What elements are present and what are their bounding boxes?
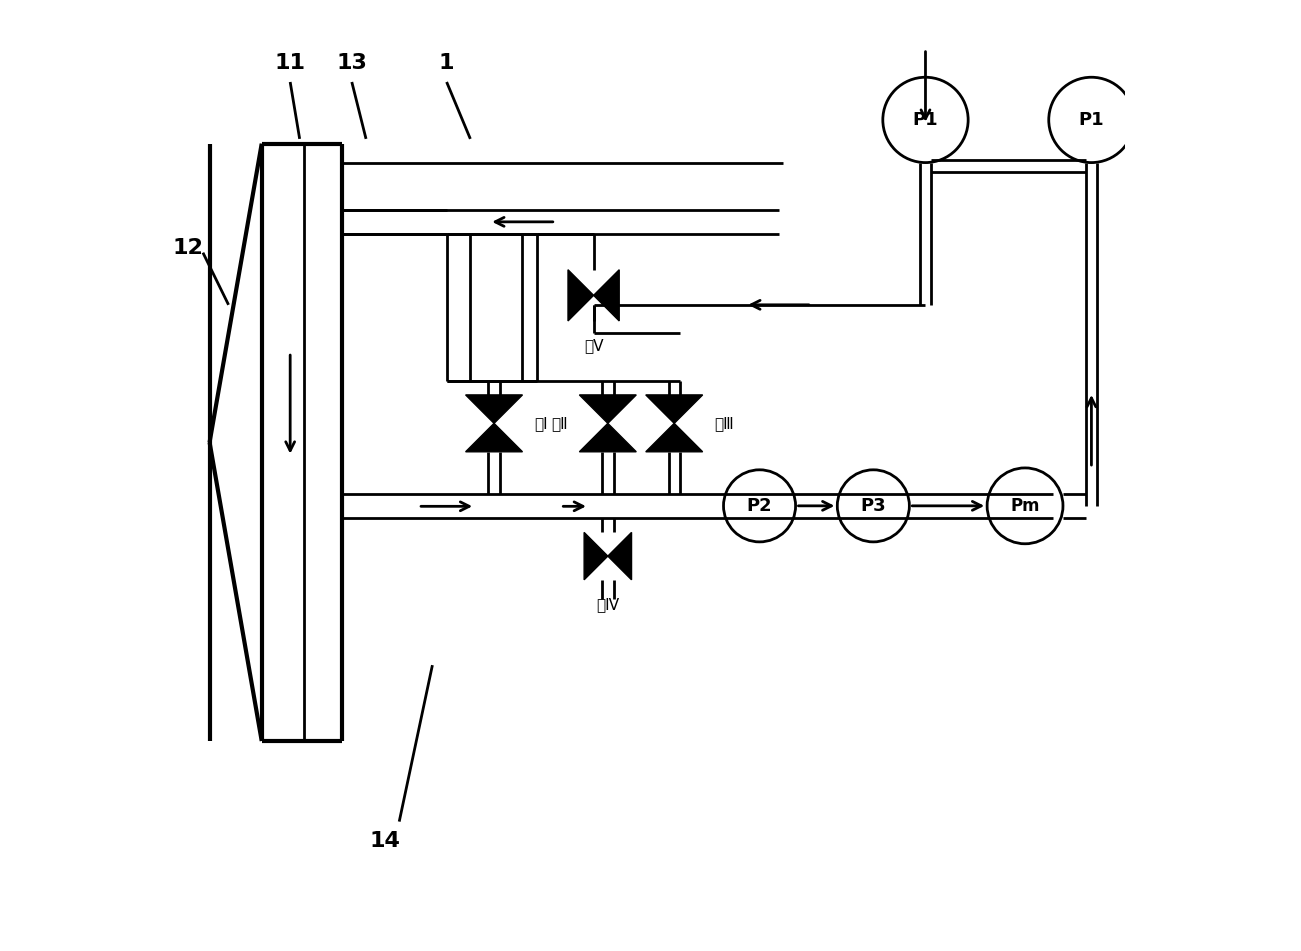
Polygon shape [645, 395, 703, 423]
Text: 12: 12 [172, 238, 203, 258]
Polygon shape [579, 395, 636, 423]
Text: 13: 13 [337, 53, 367, 73]
Polygon shape [608, 533, 631, 580]
Polygon shape [466, 395, 523, 423]
Text: Pm: Pm [1011, 496, 1039, 514]
Text: 阀Ⅱ: 阀Ⅱ [552, 416, 569, 431]
Text: 阀Ⅳ: 阀Ⅳ [596, 597, 619, 611]
Text: P1: P1 [913, 111, 938, 129]
Text: 11: 11 [275, 53, 306, 73]
Text: 阀Ⅲ: 阀Ⅲ [714, 416, 734, 431]
Polygon shape [645, 423, 703, 452]
Text: 阀Ⅰ: 阀Ⅰ [533, 416, 548, 431]
Text: 14: 14 [369, 830, 401, 850]
Text: P1: P1 [1079, 111, 1105, 129]
Polygon shape [593, 270, 619, 320]
Polygon shape [584, 533, 608, 580]
Polygon shape [579, 423, 636, 452]
Polygon shape [466, 423, 523, 452]
Text: P3: P3 [860, 496, 886, 514]
Text: 阀V: 阀V [584, 338, 604, 353]
Text: P2: P2 [747, 496, 773, 514]
Polygon shape [569, 270, 593, 320]
Text: 1: 1 [438, 53, 454, 73]
